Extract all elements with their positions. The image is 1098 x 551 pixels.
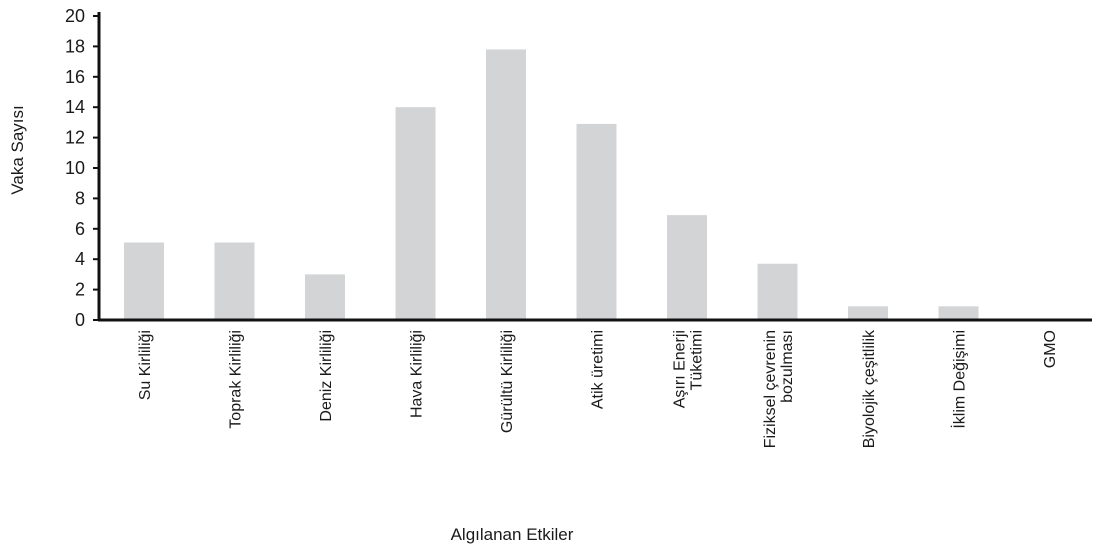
x-category-label: Hava Kirliliği — [409, 330, 426, 418]
x-category-label-line: Aşırı Enerji — [672, 330, 689, 408]
x-category-label-line: Gürültü Kirliliği — [499, 330, 516, 433]
bar — [576, 123, 617, 320]
x-category-label-line: Su Kirliliği — [137, 330, 154, 400]
x-axis-category-labels: Su Kirliliği Toprak Kirliliği Deniz Kirlil… — [137, 329, 1059, 448]
bars-group — [124, 49, 979, 320]
bar — [667, 215, 707, 320]
x-axis-title: Algılanan Etkiler — [451, 525, 574, 544]
x-category-label-line: Atik üretimi — [590, 330, 607, 409]
x-category-label-line: bozulması — [779, 330, 796, 403]
bar — [938, 306, 979, 320]
x-category-label-line: Biyolojik çeşitlilik — [861, 329, 878, 448]
x-category-label: Aşırı EnerjiTüketimi — [672, 330, 706, 408]
y-tick-label: 10 — [65, 158, 85, 178]
bar — [848, 306, 888, 320]
x-category-label-line: GMO — [1042, 330, 1059, 368]
x-category-label-line: Toprak Kirliliği — [228, 330, 245, 429]
x-category-label-line: Fiziksel çevrenin — [762, 330, 779, 448]
x-category-label: Biyolojik çeşitlilik — [861, 329, 878, 448]
x-category-label: Fiziksel çevreninbozulması — [762, 330, 796, 448]
y-tick-label: 8 — [75, 188, 85, 208]
x-category-label: Toprak Kirliliği — [228, 330, 245, 429]
x-category-label: Atik üretimi — [590, 330, 607, 409]
x-category-label-line: Tüketimi — [689, 330, 706, 390]
x-category-label-line: Hava Kirliliği — [409, 330, 426, 418]
bar — [214, 242, 255, 320]
y-tick-label: 20 — [65, 6, 85, 26]
y-tick-label: 18 — [65, 36, 85, 56]
x-category-label-line: Deniz Kirliliği — [318, 330, 335, 422]
y-axis-title: Vaka Sayısı — [8, 105, 27, 194]
x-category-label: GMO — [1042, 330, 1059, 368]
y-axis-ticks: 0 2 4 6 8 10 12 14 16 18 20 — [65, 6, 99, 330]
y-tick-label: 16 — [65, 67, 85, 87]
bar — [305, 274, 345, 320]
y-tick-label: 2 — [75, 280, 85, 300]
y-tick-label: 12 — [65, 128, 85, 148]
bar — [395, 107, 436, 320]
x-category-label: Deniz Kirliliği — [318, 330, 335, 422]
y-tick-label: 0 — [75, 310, 85, 330]
x-category-label: İklim Değişimi — [950, 330, 969, 429]
y-tick-label: 4 — [75, 249, 85, 269]
y-tick-label: 14 — [65, 97, 85, 117]
y-tick-label: 6 — [75, 219, 85, 239]
bar — [757, 263, 798, 320]
x-category-label: Su Kirliliği — [137, 330, 154, 400]
bar — [486, 49, 526, 320]
bar — [124, 242, 164, 320]
x-category-label: Gürültü Kirliliği — [499, 330, 516, 433]
x-category-label-line: İklim Değişimi — [950, 330, 969, 429]
